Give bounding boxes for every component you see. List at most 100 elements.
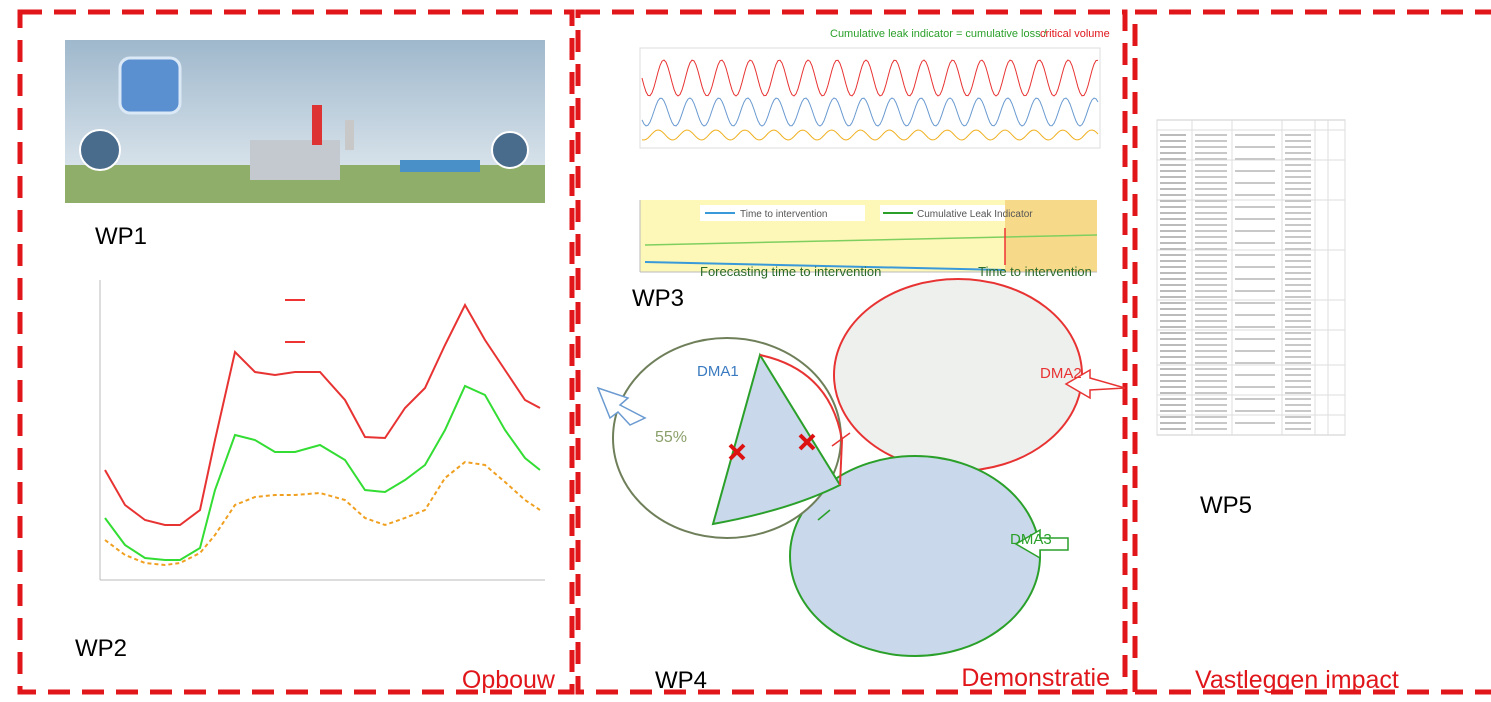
text-stub — [1160, 326, 1186, 328]
wp3-charts: Cumulative leak indicator = cumulative l… — [640, 28, 1110, 279]
text-stub — [1195, 248, 1227, 250]
text-stub — [1235, 170, 1275, 172]
text-stub — [1195, 284, 1227, 286]
text-stub — [1285, 188, 1311, 190]
text-stub — [1160, 302, 1186, 304]
text-stub — [1195, 182, 1227, 184]
wp2-chart — [100, 280, 545, 580]
wp1-illustration — [65, 40, 545, 203]
text-stub — [1235, 362, 1275, 364]
text-stub — [1160, 392, 1186, 394]
text-stub — [1285, 230, 1311, 232]
zone-label: DMA3 — [1010, 531, 1052, 548]
text-stub — [1160, 272, 1186, 274]
text-stub — [1195, 392, 1227, 394]
text-stub — [1195, 200, 1227, 202]
zone-label: DMA1 — [697, 363, 739, 380]
decor-line — [642, 60, 1098, 96]
decor-line — [105, 462, 540, 565]
text-stub — [1235, 386, 1275, 388]
text-stub — [1160, 182, 1186, 184]
wp-label: WP1 — [95, 223, 147, 250]
text-stub — [1285, 242, 1311, 244]
text-stub — [1195, 236, 1227, 238]
text-stub — [1195, 410, 1227, 412]
text-stub — [1195, 302, 1227, 304]
text-stub — [1160, 284, 1186, 286]
text-stub — [1160, 410, 1186, 412]
chimney — [345, 120, 354, 150]
text-stub — [1195, 194, 1227, 196]
text-stub — [1195, 422, 1227, 424]
text-stub — [1235, 278, 1275, 280]
text-stub — [1285, 392, 1311, 394]
decor-line — [642, 98, 1098, 126]
text-stub — [1160, 350, 1186, 352]
text-stub — [1285, 248, 1311, 250]
text-stub — [1160, 290, 1186, 292]
text-stub — [1195, 368, 1227, 370]
text-stub — [1195, 188, 1227, 190]
decor-line — [642, 130, 1098, 140]
text-stub — [1195, 224, 1227, 226]
text-stub — [1235, 338, 1275, 340]
text-stub — [1285, 368, 1311, 370]
text-stub — [1195, 356, 1227, 358]
text-stub — [1235, 266, 1275, 268]
text-stub — [1235, 206, 1275, 208]
decor-line — [105, 305, 540, 525]
text-stub — [1195, 290, 1227, 292]
text-stub — [1195, 170, 1227, 172]
text-stub — [1160, 212, 1186, 214]
text-stub — [1285, 362, 1311, 364]
chimney — [312, 105, 322, 145]
text-stub — [1160, 164, 1186, 166]
section-label: Vastleggen impact — [1195, 666, 1399, 694]
text-stub — [1285, 194, 1311, 196]
chart-frame — [640, 48, 1100, 148]
wp5-table — [1157, 120, 1345, 435]
text-stub — [1285, 296, 1311, 298]
text-stub — [1235, 134, 1275, 136]
text-stub — [1195, 416, 1227, 418]
text-stub — [1195, 260, 1227, 262]
text-stub — [1160, 380, 1186, 382]
text-stub — [1160, 176, 1186, 178]
text-stub — [1285, 140, 1311, 142]
text-stub — [1160, 170, 1186, 172]
text-stub — [1285, 158, 1311, 160]
text-stub — [1160, 308, 1186, 310]
text-stub — [1285, 146, 1311, 148]
text-stub — [1195, 326, 1227, 328]
icon — [492, 132, 528, 168]
text-stub — [1195, 212, 1227, 214]
text-stub — [1195, 266, 1227, 268]
text-stub — [1285, 254, 1311, 256]
text-stub — [1160, 134, 1186, 136]
text-stub — [1195, 386, 1227, 388]
text-stub — [1160, 158, 1186, 160]
text-stub — [1285, 380, 1311, 382]
text-stub — [1195, 338, 1227, 340]
text-stub — [1195, 218, 1227, 220]
decor-line — [105, 386, 540, 560]
text-stub — [1285, 314, 1311, 316]
text-stub — [1285, 374, 1311, 376]
text-stub — [1235, 350, 1275, 352]
text-stub — [1160, 140, 1186, 142]
text-stub — [1235, 242, 1275, 244]
text-stub — [1195, 152, 1227, 154]
text-stub — [1160, 428, 1186, 430]
text-stub — [1195, 332, 1227, 334]
water — [400, 160, 480, 172]
text-stub — [1235, 194, 1275, 196]
text-stub — [1285, 404, 1311, 406]
text-stub — [1285, 356, 1311, 358]
text-stub — [1235, 290, 1275, 292]
text-stub — [1160, 218, 1186, 220]
wp-label: WP2 — [75, 635, 127, 662]
text-stub — [1160, 338, 1186, 340]
text-stub — [1285, 224, 1311, 226]
text-stub — [1195, 158, 1227, 160]
text-stub — [1195, 134, 1227, 136]
